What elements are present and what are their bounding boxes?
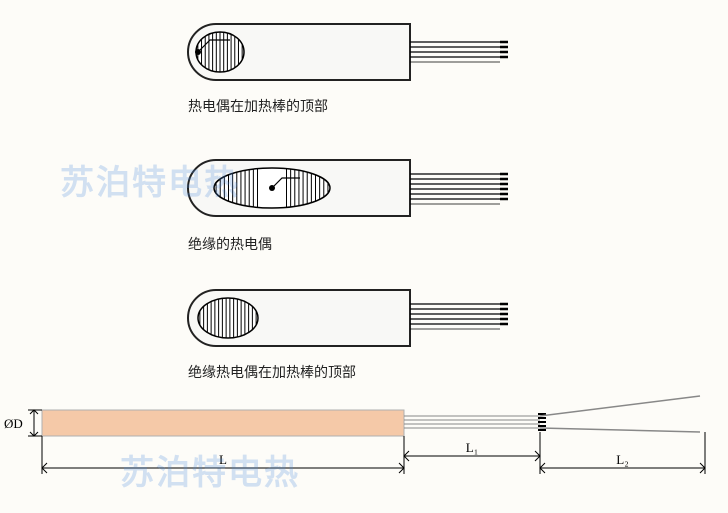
dim-label-L1: L₁ xyxy=(466,440,478,455)
heater-mid xyxy=(188,160,508,216)
heater-bot xyxy=(188,290,508,346)
caption-bot: 绝缘热电偶在加热棒的顶部 xyxy=(188,362,356,382)
caption-mid: 绝缘的热电偶 xyxy=(188,234,272,254)
dim-label-L: L xyxy=(219,452,227,467)
dim-label-L2: L₂ xyxy=(616,452,628,467)
dimension-drawing: L L₁ L₂ ØD xyxy=(4,396,705,474)
diagram-canvas: L L₁ L₂ ØD xyxy=(0,0,728,513)
dim-label-diameter: ØD xyxy=(4,416,23,431)
heater-top xyxy=(188,24,508,80)
caption-top: 热电偶在加热棒的顶部 xyxy=(188,96,328,116)
